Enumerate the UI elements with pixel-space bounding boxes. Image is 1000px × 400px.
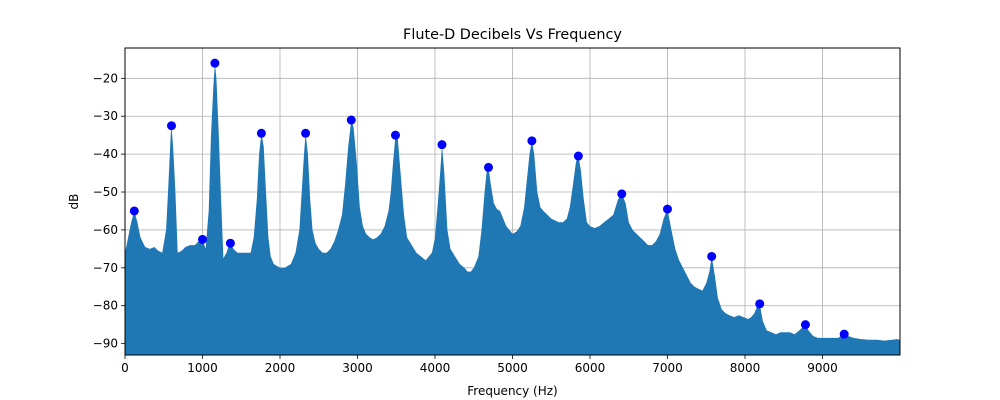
y-tick-label: −40 [93,147,118,161]
y-axis-ticks: −90 −80 −70 −60 −50 −40 −30 −20 [93,71,125,351]
peak-marker [301,128,311,138]
x-tick-label: 4000 [420,361,451,375]
peak-markers [129,58,849,339]
y-tick-label: −90 [93,337,118,351]
peak-marker [210,58,220,68]
y-tick-label: −80 [93,299,118,313]
x-tick-label: 3000 [342,361,373,375]
x-tick-label: 0 [121,361,129,375]
x-tick-label: 5000 [497,361,528,375]
spectrum-area [125,63,900,355]
peak-marker [256,128,266,138]
x-tick-label: 2000 [265,361,296,375]
chart-title: Flute-D Decibels Vs Frequency [403,27,622,43]
peak-marker [346,115,356,125]
y-axis-label: dB [67,194,81,210]
peak-marker [167,121,176,131]
peak-marker [483,162,493,172]
x-tick-label: 7000 [652,361,683,375]
peak-marker [663,204,672,214]
x-axis-ticks: 0 1000 2000 3000 4000 5000 6000 7000 8000 9000 [121,355,838,375]
x-axis-label: Frequency (Hz) [467,384,558,398]
peak-marker [198,234,207,244]
y-tick-label: −20 [93,71,118,85]
peak-marker [707,251,717,261]
peak-marker [800,320,810,330]
x-tick-label: 9000 [807,361,838,375]
peak-marker [839,329,849,339]
peak-marker [617,189,627,199]
peak-marker [390,130,400,140]
y-tick-label: −60 [93,223,118,237]
peak-marker [437,140,447,150]
y-tick-label: −70 [93,261,118,275]
peak-marker [129,206,139,216]
y-tick-label: −50 [93,185,118,199]
y-tick-label: −30 [93,109,118,123]
x-tick-label: 8000 [730,361,761,375]
x-tick-label: 6000 [575,361,606,375]
peak-marker [225,238,235,248]
x-tick-label: 1000 [187,361,218,375]
peak-marker [573,151,583,161]
peak-marker [527,136,537,146]
peak-marker [755,299,765,309]
